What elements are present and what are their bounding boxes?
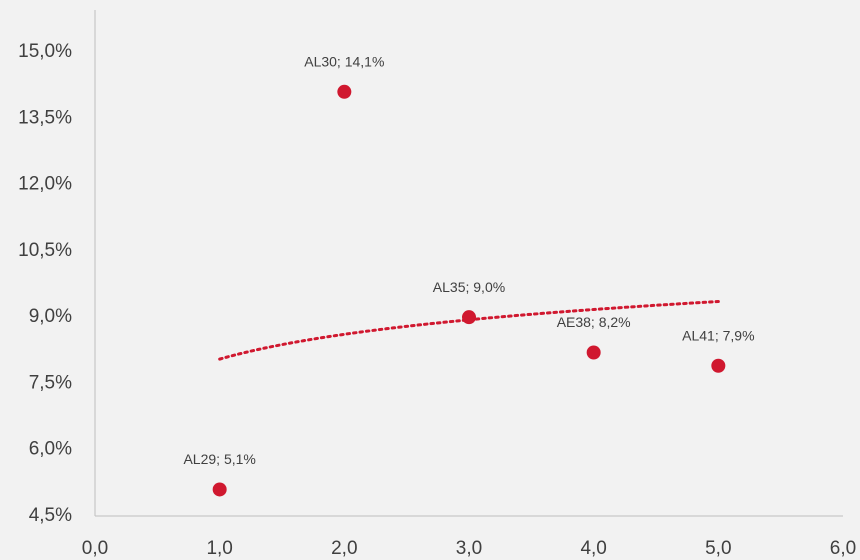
x-tick-label: 4,0 — [580, 538, 606, 559]
data-point — [711, 358, 726, 373]
y-tick-label: 9,0% — [29, 306, 72, 327]
x-tick-label: 3,0 — [456, 538, 482, 559]
data-label: AL35; 9,0% — [433, 279, 505, 295]
data-label: AE38; 8,2% — [557, 314, 631, 330]
y-tick-label: 4,5% — [29, 505, 72, 526]
x-tick-label: 5,0 — [705, 538, 731, 559]
x-tick-label: 1,0 — [206, 538, 232, 559]
x-tick-label: 0,0 — [82, 538, 108, 559]
data-label: AL30; 14,1% — [304, 53, 384, 69]
y-tick-label: 15,0% — [18, 41, 72, 62]
y-tick-label: 10,5% — [18, 240, 72, 261]
data-point — [337, 84, 352, 99]
y-tick-label: 7,5% — [29, 372, 72, 393]
y-tick-label: 12,0% — [18, 174, 72, 195]
data-label: AL29; 5,1% — [183, 451, 255, 467]
data-label: AL41; 7,9% — [682, 327, 754, 343]
y-tick-label: 6,0% — [29, 439, 72, 460]
x-tick-label: 2,0 — [331, 538, 357, 559]
data-point — [462, 310, 476, 325]
data-point — [586, 345, 601, 360]
axes-layer: 4,5% 6,0% 7,5% 9,0% 10,5% 12,0% 13,5% 15,0% 0,0 1… — [18, 10, 856, 559]
labels-layer: AL29; 5,1% AL30; 14,1% AL35; 9,0% AE38; 8,2… — [183, 53, 754, 467]
points-layer — [212, 84, 726, 497]
y-tick-label: 13,5% — [18, 107, 72, 128]
data-point — [212, 482, 227, 497]
x-tick-label: 6,0 — [830, 538, 856, 559]
